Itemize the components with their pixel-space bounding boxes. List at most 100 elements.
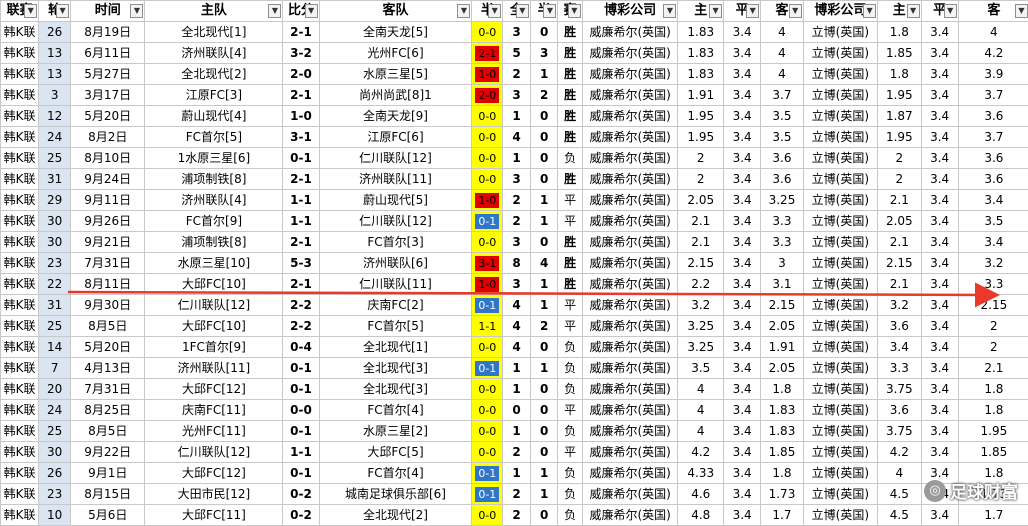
filter-dropdown-icon[interactable]: ▼: [24, 4, 37, 18]
half-score-cell[interactable]: 1-1: [472, 316, 503, 337]
score-cell[interactable]: 2-1: [283, 22, 319, 43]
half-goals-cell[interactable]: 1: [530, 484, 558, 505]
odds-home-1-cell[interactable]: 2.2: [678, 274, 724, 295]
odds-away-2-cell[interactable]: 2: [958, 316, 1028, 337]
round-cell[interactable]: 31: [39, 169, 71, 190]
league-cell[interactable]: 韩K联: [1, 43, 39, 64]
league-cell[interactable]: 韩K联: [1, 421, 39, 442]
home-team-cell[interactable]: 大邱FC[10]: [145, 274, 283, 295]
odds-draw-2-cell[interactable]: 3.4: [921, 274, 958, 295]
bookmaker-2-cell[interactable]: 立博(英国): [803, 253, 877, 274]
odds-draw-1-cell[interactable]: 3.4: [724, 463, 761, 484]
result-cell[interactable]: 胜: [558, 169, 582, 190]
half-goals-cell[interactable]: 0: [530, 127, 558, 148]
league-cell[interactable]: 韩K联: [1, 85, 39, 106]
full-goals-cell[interactable]: 3: [503, 232, 531, 253]
league-cell[interactable]: 韩K联: [1, 127, 39, 148]
away-team-cell[interactable]: 光州FC[6]: [319, 43, 472, 64]
odds-draw-1-cell[interactable]: 3.4: [724, 358, 761, 379]
result-cell[interactable]: 负: [558, 379, 582, 400]
bookmaker-1-cell[interactable]: 威廉希尔(英国): [582, 421, 678, 442]
date-cell[interactable]: 8月11日: [71, 274, 145, 295]
full-goals-cell[interactable]: 3: [503, 274, 531, 295]
score-cell[interactable]: 0-1: [283, 463, 319, 484]
odds-home-1-cell[interactable]: 4.2: [678, 442, 724, 463]
full-goals-cell[interactable]: 2: [503, 505, 531, 526]
column-header[interactable]: 平▼: [921, 1, 958, 22]
odds-draw-2-cell[interactable]: 3.4: [921, 43, 958, 64]
odds-home-2-cell[interactable]: 4.5: [878, 484, 922, 505]
odds-away-2-cell[interactable]: 1.7: [958, 505, 1028, 526]
league-cell[interactable]: 韩K联: [1, 337, 39, 358]
odds-home-1-cell[interactable]: 4.8: [678, 505, 724, 526]
full-goals-cell[interactable]: 2: [503, 442, 531, 463]
odds-away-1-cell[interactable]: 3.1: [761, 274, 803, 295]
odds-draw-1-cell[interactable]: 3.4: [724, 190, 761, 211]
odds-home-2-cell[interactable]: 2.05: [878, 211, 922, 232]
odds-draw-1-cell[interactable]: 3.4: [724, 43, 761, 64]
half-goals-cell[interactable]: 0: [530, 22, 558, 43]
bookmaker-2-cell[interactable]: 立博(英国): [803, 274, 877, 295]
odds-home-1-cell[interactable]: 1.95: [678, 106, 724, 127]
bookmaker-2-cell[interactable]: 立博(英国): [803, 400, 877, 421]
full-goals-cell[interactable]: 1: [503, 379, 531, 400]
odds-away-1-cell[interactable]: 3: [761, 253, 803, 274]
league-cell[interactable]: 韩K联: [1, 106, 39, 127]
result-cell[interactable]: 平: [558, 316, 582, 337]
away-team-cell[interactable]: 仁川联队[11]: [319, 274, 472, 295]
date-cell[interactable]: 9月26日: [71, 211, 145, 232]
odds-draw-1-cell[interactable]: 3.4: [724, 316, 761, 337]
odds-home-2-cell[interactable]: 1.95: [878, 127, 922, 148]
date-cell[interactable]: 5月6日: [71, 505, 145, 526]
filter-dropdown-icon[interactable]: ▼: [516, 4, 529, 18]
column-header[interactable]: 客▼: [761, 1, 803, 22]
half-score-cell[interactable]: 0-1: [472, 358, 503, 379]
bookmaker-2-cell[interactable]: 立博(英国): [803, 337, 877, 358]
score-cell[interactable]: 2-0: [283, 64, 319, 85]
column-header[interactable]: 比分▼: [283, 1, 319, 22]
score-cell[interactable]: 2-1: [283, 232, 319, 253]
bookmaker-2-cell[interactable]: 立博(英国): [803, 463, 877, 484]
odds-away-2-cell[interactable]: 3.6: [958, 169, 1028, 190]
away-team-cell[interactable]: 尚州尚武[8]1: [319, 85, 472, 106]
half-goals-cell[interactable]: 1: [530, 274, 558, 295]
away-team-cell[interactable]: 江原FC[6]: [319, 127, 472, 148]
half-goals-cell[interactable]: 0: [530, 337, 558, 358]
odds-draw-1-cell[interactable]: 3.4: [724, 232, 761, 253]
odds-home-2-cell[interactable]: 2.1: [878, 190, 922, 211]
odds-draw-1-cell[interactable]: 3.4: [724, 484, 761, 505]
odds-draw-2-cell[interactable]: 3.4: [921, 337, 958, 358]
home-team-cell[interactable]: FC首尔[5]: [145, 127, 283, 148]
home-team-cell[interactable]: 浦项制铁[8]: [145, 169, 283, 190]
filter-dropdown-icon[interactable]: ▼: [709, 4, 722, 18]
half-goals-cell[interactable]: 2: [530, 316, 558, 337]
half-goals-cell[interactable]: 1: [530, 463, 558, 484]
filter-dropdown-icon[interactable]: ▼: [663, 4, 676, 18]
full-goals-cell[interactable]: 1: [503, 358, 531, 379]
odds-away-1-cell[interactable]: 1.8: [761, 379, 803, 400]
odds-away-2-cell[interactable]: 3.3: [958, 274, 1028, 295]
score-cell[interactable]: 3-1: [283, 127, 319, 148]
away-team-cell[interactable]: 水原三星[2]: [319, 421, 472, 442]
home-team-cell[interactable]: 济州联队[4]: [145, 43, 283, 64]
odds-home-2-cell[interactable]: 1.85: [878, 43, 922, 64]
date-cell[interactable]: 9月24日: [71, 169, 145, 190]
odds-home-1-cell[interactable]: 2.15: [678, 253, 724, 274]
half-score-cell[interactable]: 0-1: [472, 463, 503, 484]
round-cell[interactable]: 22: [39, 274, 71, 295]
round-cell[interactable]: 12: [39, 106, 71, 127]
odds-away-2-cell[interactable]: 1.95: [958, 421, 1028, 442]
score-cell[interactable]: 2-1: [283, 274, 319, 295]
odds-draw-1-cell[interactable]: 3.4: [724, 148, 761, 169]
league-cell[interactable]: 韩K联: [1, 169, 39, 190]
half-score-cell[interactable]: 0-1: [472, 484, 503, 505]
round-cell[interactable]: 26: [39, 22, 71, 43]
bookmaker-1-cell[interactable]: 威廉希尔(英国): [582, 379, 678, 400]
odds-draw-1-cell[interactable]: 3.4: [724, 22, 761, 43]
bookmaker-1-cell[interactable]: 威廉希尔(英国): [582, 463, 678, 484]
date-cell[interactable]: 8月10日: [71, 148, 145, 169]
